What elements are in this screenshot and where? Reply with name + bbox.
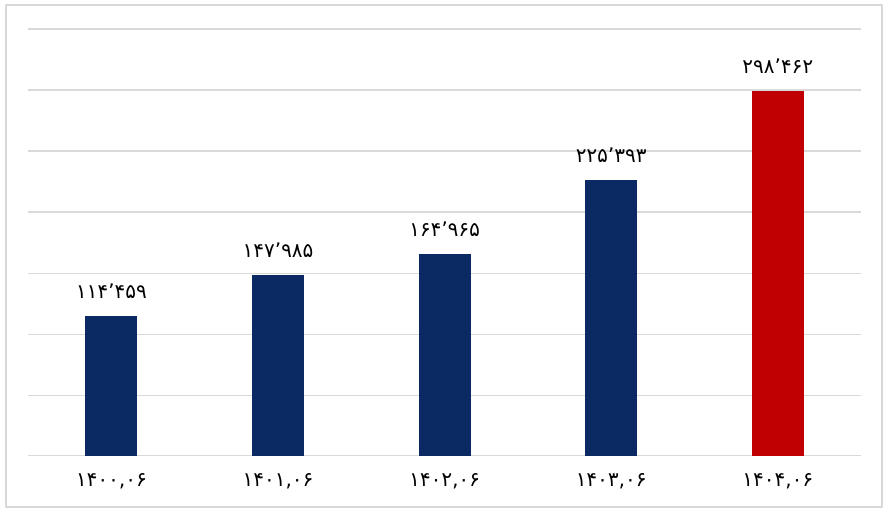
x-tick-label: ۱۴۰۰,۰۶	[75, 467, 147, 491]
bar-2	[251, 275, 304, 456]
gridline	[28, 211, 861, 213]
x-tick-label: ۱۴۰۳,۰۶	[575, 467, 647, 491]
bar-value-label: ۱۱۴٬۴۵۹	[75, 279, 147, 303]
gridline	[28, 89, 861, 91]
bar-4	[585, 180, 638, 456]
gridline	[28, 28, 861, 30]
bar-value-label: ۱۶۴٬۹۶۵	[409, 217, 480, 241]
bar-value-label: ۱۴۷٬۹۸۵	[242, 238, 314, 262]
x-axis: ۱۴۰۰,۰۶ ۱۴۰۱,۰۶ ۱۴۰۲,۰۶ ۱۴۰۳,۰۶ ۱۴۰۴,۰۶	[28, 456, 861, 501]
bar-value-label: ۲۹۸٬۴۶۲	[742, 54, 814, 78]
gridline	[28, 150, 861, 152]
bar-5	[751, 91, 804, 456]
bar-3	[418, 254, 471, 456]
bar-1	[85, 316, 138, 456]
bar-value-label: ۲۲۵٬۳۹۳	[575, 143, 647, 167]
x-tick-label: ۱۴۰۱,۰۶	[242, 467, 314, 491]
x-tick-label: ۱۴۰۲,۰۶	[409, 467, 480, 491]
x-tick-label: ۱۴۰۴,۰۶	[742, 467, 814, 491]
plot-area: ۱۱۴٬۴۵۹ ۱۴۷٬۹۸۵ ۱۶۴٬۹۶۵ ۲۲۵٬۳۹۳ ۲۹۸٬۴۶۲	[28, 28, 861, 456]
